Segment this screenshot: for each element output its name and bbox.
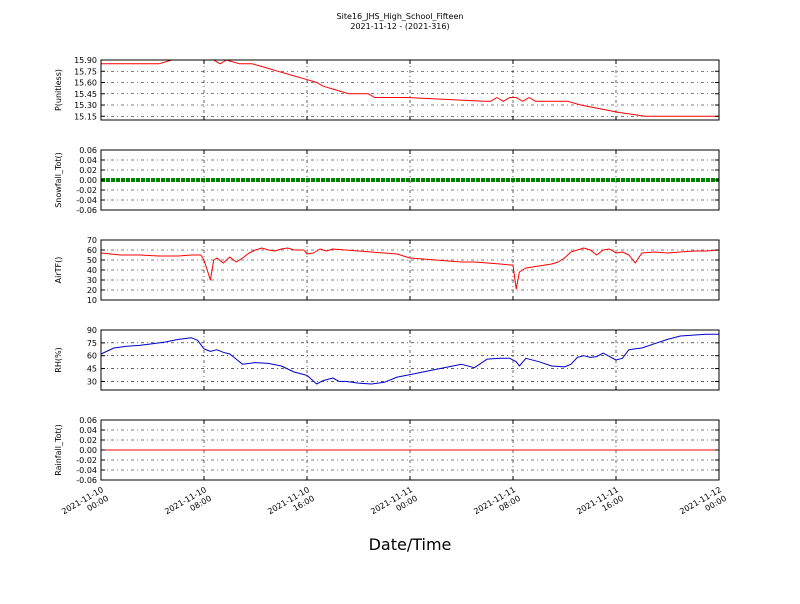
subplot-4: 30 45 60 75 90 RH(%) (54, 326, 720, 391)
y-tick-label: -0.04 (76, 196, 97, 205)
subplot-5: -0.06-0.04-0.020.000.020.040.06 Rainfall_… (54, 416, 720, 485)
y-tick-label: -0.04 (76, 466, 97, 475)
y-tick-label: 0.02 (79, 166, 97, 175)
y-tick-label: 70 (87, 236, 97, 245)
y-tick-label: 60 (87, 352, 97, 361)
y-tick-label: 30 (87, 377, 97, 386)
y-tick-label: 45 (87, 365, 97, 374)
y-tick-label: 15.90 (74, 56, 97, 65)
y-tick-label: 15.30 (74, 101, 97, 110)
y-axis-label: AirTF() (54, 257, 63, 284)
y-tick-label: 0.00 (79, 446, 97, 455)
y-tick-label: -0.02 (76, 456, 97, 465)
y-tick-label: -0.06 (76, 206, 97, 215)
y-tick-label: 40 (87, 266, 97, 275)
y-tick-label: 15.15 (74, 112, 97, 121)
y-tick-label: 15.75 (74, 67, 97, 76)
data-line-4 (100, 333, 719, 385)
chart-title-line1: Site16_JHS_High_School_Fifteen (337, 12, 464, 21)
y-axis-label: Rainfall_Tot() (54, 424, 63, 476)
y-tick-label: 0.00 (79, 176, 97, 185)
y-tick-label: 0.04 (79, 156, 97, 165)
y-tick-label: 90 (87, 326, 97, 335)
y-tick-label: 10 (87, 296, 97, 305)
data-line-3 (100, 247, 720, 290)
y-tick-label: -0.02 (76, 186, 97, 195)
y-tick-label: 0.02 (79, 436, 97, 445)
y-tick-label: 60 (87, 246, 97, 255)
y-axis-label: P(unitless) (54, 69, 63, 111)
chart-title-line2: 2021-11-12 - (2021-316) (350, 22, 449, 31)
y-tick-label: 0.04 (79, 426, 97, 435)
y-tick-label: 20 (87, 286, 97, 295)
y-tick-label: 0.06 (79, 416, 97, 425)
subplot-panels: 15.15 15.30 15.45 15.60 15.75 15.90 P(unitless… (54, 56, 720, 485)
y-axis-label: Snowfall_Tot() (54, 152, 63, 208)
y-axis-label: RH(%) (54, 347, 63, 372)
subplot-1: 15.15 15.30 15.45 15.60 15.75 15.90 P(unitless… (54, 56, 720, 121)
subplot-2: -0.06-0.04-0.020.000.020.040.06 Snowfall_… (54, 146, 720, 215)
data-line-1 (101, 59, 719, 117)
y-tick-label: 75 (87, 339, 97, 348)
y-tick-label: 50 (87, 256, 97, 265)
x-axis-label: Date/Time (369, 535, 452, 554)
y-tick-label: -0.06 (76, 476, 97, 485)
y-tick-label: 30 (87, 276, 97, 285)
y-tick-label: 0.06 (79, 146, 97, 155)
y-tick-label: 15.60 (74, 79, 97, 88)
y-tick-label: 15.45 (74, 90, 97, 99)
